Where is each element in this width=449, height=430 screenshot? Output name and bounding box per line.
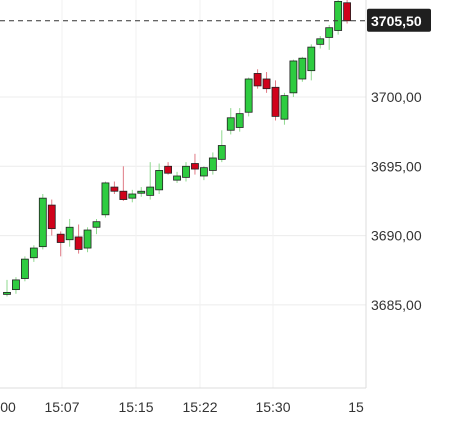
candle-body bbox=[226, 117, 235, 131]
candle-body bbox=[146, 186, 155, 196]
candle bbox=[253, 69, 262, 89]
candle-body bbox=[110, 186, 119, 192]
candle-body bbox=[47, 204, 56, 230]
last-price-tag-background bbox=[367, 8, 431, 32]
candle-body bbox=[12, 279, 20, 291]
candle bbox=[65, 218, 74, 247]
candle-body bbox=[280, 95, 289, 120]
candle-body bbox=[83, 229, 92, 249]
candle-body bbox=[325, 27, 334, 38]
candle bbox=[325, 24, 334, 50]
candle bbox=[289, 59, 298, 97]
candle bbox=[146, 162, 155, 200]
candle-body bbox=[173, 175, 181, 181]
candle bbox=[191, 153, 199, 175]
y-tick-label: 3685,00 bbox=[371, 297, 422, 313]
candle bbox=[47, 199, 56, 236]
x-tick-label: 15:07 bbox=[44, 399, 79, 415]
candle bbox=[244, 77, 253, 117]
candle bbox=[280, 92, 289, 125]
candle-body bbox=[316, 38, 325, 45]
y-tick-label: 3700,00 bbox=[371, 89, 422, 105]
candle bbox=[74, 224, 83, 254]
candle bbox=[155, 163, 164, 194]
candle bbox=[12, 277, 20, 294]
candle bbox=[226, 108, 235, 135]
candle bbox=[307, 44, 316, 81]
candle-body bbox=[65, 226, 74, 241]
x-tick-label: 15:22 bbox=[182, 399, 217, 415]
candle bbox=[3, 279, 11, 297]
candle bbox=[217, 130, 226, 163]
candle bbox=[271, 80, 280, 121]
candle-body bbox=[128, 193, 137, 199]
candle-body bbox=[253, 73, 262, 87]
candle-body bbox=[191, 163, 199, 170]
y-axis-ticks: 3685,00 3690,00 3695,00 3700,00 bbox=[371, 89, 422, 313]
candle bbox=[316, 36, 325, 49]
candle bbox=[38, 194, 47, 250]
candle-body bbox=[38, 197, 47, 248]
candle-body bbox=[343, 2, 352, 22]
x-axis-ticks: 00 15:07 15:15 15:22 15:30 15 bbox=[0, 399, 364, 415]
candle-body bbox=[74, 236, 83, 250]
candle bbox=[334, 0, 343, 35]
candle-body bbox=[298, 57, 307, 80]
y-tick-label: 3690,00 bbox=[371, 228, 422, 244]
candle-body bbox=[199, 167, 208, 177]
candle-body bbox=[182, 165, 190, 178]
candle-body bbox=[29, 247, 38, 259]
candle-body bbox=[307, 46, 316, 72]
x-tick-label: 15:30 bbox=[255, 399, 290, 415]
last-price-label: 3705,50 bbox=[371, 13, 422, 29]
last-price-tag: 3705,50 bbox=[367, 8, 431, 32]
candle bbox=[208, 152, 217, 175]
candle-body bbox=[164, 165, 173, 174]
candle-body bbox=[101, 182, 110, 216]
candle bbox=[298, 56, 307, 82]
candle-body bbox=[244, 78, 253, 113]
candle bbox=[343, 0, 352, 24]
y-tick-label: 3695,00 bbox=[371, 158, 422, 174]
candle-body bbox=[235, 113, 244, 128]
candle bbox=[128, 189, 137, 203]
candle-body bbox=[208, 157, 217, 171]
candle bbox=[164, 162, 173, 175]
candle bbox=[110, 181, 119, 194]
candle bbox=[235, 108, 244, 132]
candles bbox=[3, 0, 352, 297]
candle-body bbox=[334, 0, 343, 31]
candle-body bbox=[20, 258, 29, 279]
x-tick-label: 00 bbox=[0, 399, 16, 415]
candle-body bbox=[289, 60, 298, 94]
candle bbox=[119, 166, 128, 201]
candle-body bbox=[271, 86, 280, 117]
candle-body bbox=[3, 291, 11, 295]
candle-body bbox=[137, 190, 146, 194]
candle bbox=[173, 171, 181, 183]
candle-body bbox=[262, 78, 271, 90]
candle-body bbox=[119, 190, 128, 200]
candle bbox=[92, 218, 101, 235]
candle bbox=[83, 227, 92, 253]
candle-body bbox=[92, 221, 101, 228]
x-tick-label: 15:15 bbox=[118, 399, 153, 415]
candle-body bbox=[155, 170, 164, 191]
x-tick-label: 15 bbox=[348, 399, 364, 415]
candle bbox=[20, 256, 29, 282]
candle bbox=[137, 187, 146, 197]
candle bbox=[29, 245, 38, 262]
candle bbox=[182, 162, 190, 182]
candle bbox=[262, 72, 271, 93]
candle-body bbox=[217, 145, 226, 160]
candle bbox=[199, 166, 208, 181]
candle-body bbox=[56, 233, 65, 243]
candle bbox=[101, 181, 110, 218]
candle bbox=[56, 231, 65, 257]
